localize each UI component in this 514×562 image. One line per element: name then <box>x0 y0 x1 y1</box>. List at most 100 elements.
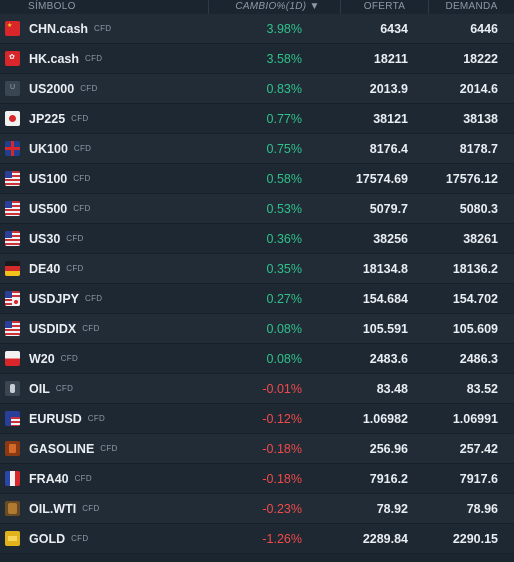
bid-price[interactable]: 8176.4 <box>369 141 408 156</box>
table-row[interactable]: DE40 CFD 0.35% 18134.8 18136.2 <box>0 254 514 284</box>
table-row[interactable]: ★ CHN.cash CFD 3.98% 6434 6446 <box>0 14 514 44</box>
ask-price[interactable]: 154.702 <box>452 291 498 306</box>
change-percent: 0.77% <box>266 111 302 126</box>
bid-price[interactable]: 6434 <box>380 21 408 36</box>
change-percent: 0.36% <box>266 231 302 246</box>
bid-price[interactable]: 154.684 <box>362 291 408 306</box>
symbol-cell: GASOLINE CFD <box>0 434 208 464</box>
ask-price[interactable]: 8178.7 <box>459 141 498 156</box>
ask-price[interactable]: 38261 <box>463 231 498 246</box>
change-percent: 3.98% <box>266 21 302 36</box>
bid-price[interactable]: 256.96 <box>369 441 408 456</box>
table-row[interactable]: W20 CFD 0.08% 2483.6 2486.3 <box>0 344 514 374</box>
bid-price[interactable]: 1.06982 <box>362 411 408 426</box>
instrument-type: CFD <box>87 414 106 423</box>
symbol-name: UK100 <box>29 141 68 156</box>
symbol-name: W20 <box>29 351 55 366</box>
instrument-type: CFD <box>55 384 74 393</box>
ask-price[interactable]: 5080.3 <box>459 201 498 216</box>
bid-price[interactable]: 83.48 <box>376 381 408 396</box>
symbol-cell: EURUSD CFD <box>0 404 208 434</box>
bid-price[interactable]: 17574.69 <box>355 171 408 186</box>
bid-price[interactable]: 105.591 <box>362 321 408 336</box>
table-body: ★ CHN.cash CFD 3.98% 6434 6446 ✿ HK.cash CFD 3.58… <box>0 14 514 554</box>
u-flag-icon: U <box>5 81 20 96</box>
table-row[interactable]: USDJPY CFD 0.27% 154.684 154.702 <box>0 284 514 314</box>
table-row[interactable]: GASOLINE CFD -0.18% 256.96 257.42 <box>0 434 514 464</box>
table-row[interactable]: US100 CFD 0.58% 17574.69 17576.12 <box>0 164 514 194</box>
ask-price[interactable]: 2014.6 <box>459 81 498 96</box>
header-change-sort[interactable]: CAMBIO%(1D) ▼ <box>208 0 340 14</box>
symbol-name: USDIDX <box>29 321 77 336</box>
table-row[interactable]: U US2000 CFD 0.83% 2013.9 2014.6 <box>0 74 514 104</box>
symbol-cell: US30 CFD <box>0 224 208 254</box>
bid-price[interactable]: 2013.9 <box>369 81 408 96</box>
change-percent: 0.08% <box>266 351 302 366</box>
ask-price[interactable]: 2486.3 <box>459 351 498 366</box>
bid-price[interactable]: 7916.2 <box>369 471 408 486</box>
ask-price[interactable]: 7917.6 <box>459 471 498 486</box>
euus-flag-icon <box>5 411 20 426</box>
ask-price[interactable]: 38138 <box>463 111 498 126</box>
table-row[interactable]: JP225 CFD 0.77% 38121 38138 <box>0 104 514 134</box>
instrument-type: CFD <box>94 24 112 33</box>
ask-price[interactable]: 105.609 <box>452 321 498 336</box>
symbol-name: US500 <box>29 201 68 216</box>
uk-flag-icon <box>5 141 20 156</box>
bid-price[interactable]: 78.92 <box>376 501 408 516</box>
bid-price[interactable]: 2483.6 <box>369 351 408 366</box>
bid-price[interactable]: 38256 <box>373 231 408 246</box>
ask-price[interactable]: 1.06991 <box>452 411 498 426</box>
bid-price[interactable]: 2289.84 <box>362 531 408 546</box>
instrument-type: CFD <box>66 234 84 243</box>
table-row[interactable]: USDIDX CFD 0.08% 105.591 105.609 <box>0 314 514 344</box>
change-percent: -0.01% <box>262 381 302 396</box>
instrument-type: CFD <box>71 534 89 543</box>
table-row[interactable]: US30 CFD 0.36% 38256 38261 <box>0 224 514 254</box>
change-percent: 3.58% <box>266 51 302 66</box>
instrument-type: CFD <box>80 84 98 93</box>
symbol-name: OIL <box>29 381 50 396</box>
change-percent: 0.53% <box>266 201 302 216</box>
table-row[interactable]: UK100 CFD 0.75% 8176.4 8178.7 <box>0 134 514 164</box>
us-flag-icon <box>5 231 20 246</box>
header-symbol[interactable]: SÍMBOLO <box>28 1 76 12</box>
table-row[interactable]: OIL CFD -0.01% 83.48 83.52 <box>0 374 514 404</box>
change-percent: 0.58% <box>266 171 302 186</box>
table-row[interactable]: US500 CFD 0.53% 5079.7 5080.3 <box>0 194 514 224</box>
ask-price[interactable]: 83.52 <box>466 381 498 396</box>
symbol-cell: U US2000 CFD <box>0 74 208 104</box>
bid-price[interactable]: 5079.7 <box>369 201 408 216</box>
symbol-name: US100 <box>29 171 68 186</box>
symbol-name: FRA40 <box>29 471 69 486</box>
gold-flag-icon <box>5 531 20 546</box>
ask-price[interactable]: 18136.2 <box>452 261 498 276</box>
instrument-type: CFD <box>73 144 92 153</box>
bid-price[interactable]: 18211 <box>373 51 408 66</box>
usjp-flag-icon <box>5 291 20 306</box>
table-row[interactable]: GOLD CFD -1.26% 2289.84 2290.15 <box>0 524 514 554</box>
header-ask[interactable]: DEMANDA <box>428 0 514 14</box>
change-percent: -0.18% <box>262 471 302 486</box>
us-flag-icon <box>5 171 20 186</box>
symbol-name: USDJPY <box>29 291 80 306</box>
bid-price[interactable]: 18134.8 <box>362 261 408 276</box>
ask-price[interactable]: 257.42 <box>459 441 498 456</box>
table-row[interactable]: FRA40 CFD -0.18% 7916.2 7917.6 <box>0 464 514 494</box>
symbol-cell: DE40 CFD <box>0 254 208 284</box>
ask-price[interactable]: 6446 <box>470 21 498 36</box>
ask-price[interactable]: 18222 <box>463 51 498 66</box>
symbol-cell: US100 CFD <box>0 164 208 194</box>
ask-price[interactable]: 78.96 <box>466 501 498 516</box>
fr-flag-icon <box>5 471 20 486</box>
symbol-cell: ✿ HK.cash CFD <box>0 44 208 74</box>
table-row[interactable]: EURUSD CFD -0.12% 1.06982 1.06991 <box>0 404 514 434</box>
ask-price[interactable]: 2290.15 <box>452 531 498 546</box>
table-row[interactable]: OIL.WTI CFD -0.23% 78.92 78.96 <box>0 494 514 524</box>
table-row[interactable]: ✿ HK.cash CFD 3.58% 18211 18222 <box>0 44 514 74</box>
instrument-type: CFD <box>100 444 118 453</box>
instrument-type: CFD <box>66 264 84 273</box>
bid-price[interactable]: 38121 <box>373 111 408 126</box>
header-bid[interactable]: OFERTA <box>340 0 428 14</box>
ask-price[interactable]: 17576.12 <box>445 171 498 186</box>
